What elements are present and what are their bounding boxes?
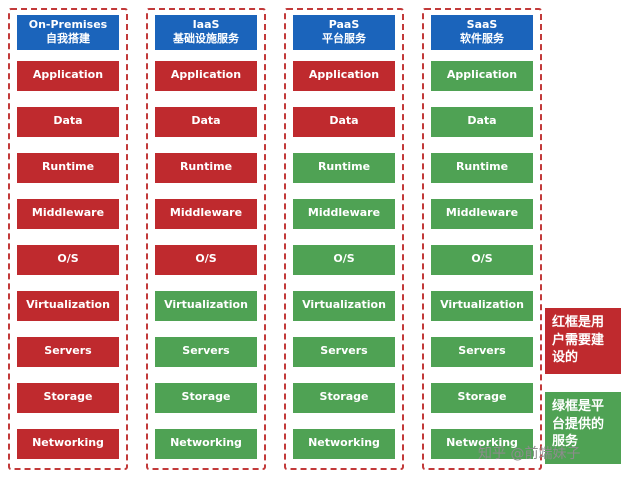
block-middleware: Middleware (431, 198, 533, 229)
legend-red-note: 红框是用户需要建设的 (545, 308, 621, 374)
block-virtualization: Virtualization (431, 290, 533, 321)
block-middleware: Middleware (17, 198, 119, 229)
block-os: O/S (155, 244, 257, 275)
block-application: Application (431, 60, 533, 91)
columns-row: On-Premises 自我搭建 Application Data Runtim… (8, 8, 542, 470)
block-virtualization: Virtualization (17, 290, 119, 321)
column-saas: SaaS 软件服务 Application Data Runtime Middl… (422, 8, 542, 470)
block-data: Data (293, 106, 395, 137)
block-data: Data (17, 106, 119, 137)
column-header-iaas: IaaS 基础设施服务 (155, 15, 257, 50)
column-title-zh: 软件服务 (460, 32, 504, 46)
block-storage: Storage (293, 382, 395, 413)
block-servers: Servers (17, 336, 119, 367)
column-title-zh: 基础设施服务 (173, 32, 239, 46)
column-header-saas: SaaS 软件服务 (431, 15, 533, 50)
block-application: Application (17, 60, 119, 91)
block-os: O/S (17, 244, 119, 275)
column-paas: PaaS 平台服务 Application Data Runtime Middl… (284, 8, 404, 470)
column-title-zh: 平台服务 (322, 32, 366, 46)
block-storage: Storage (17, 382, 119, 413)
column-title-en: On-Premises (28, 18, 108, 31)
column-header-on-premises: On-Premises 自我搭建 (17, 15, 119, 50)
block-data: Data (155, 106, 257, 137)
block-runtime: Runtime (293, 152, 395, 183)
block-middleware: Middleware (293, 198, 395, 229)
block-runtime: Runtime (155, 152, 257, 183)
block-networking: Networking (431, 428, 533, 459)
column-title-en: SaaS (466, 18, 498, 31)
block-virtualization: Virtualization (155, 290, 257, 321)
block-application: Application (293, 60, 395, 91)
block-servers: Servers (155, 336, 257, 367)
block-networking: Networking (17, 428, 119, 459)
column-title-zh: 自我搭建 (46, 32, 90, 46)
block-networking: Networking (293, 428, 395, 459)
column-header-paas: PaaS 平台服务 (293, 15, 395, 50)
block-servers: Servers (293, 336, 395, 367)
block-servers: Servers (431, 336, 533, 367)
block-os: O/S (431, 244, 533, 275)
block-virtualization: Virtualization (293, 290, 395, 321)
column-on-premises: On-Premises 自我搭建 Application Data Runtim… (8, 8, 128, 470)
column-title-en: PaaS (328, 18, 360, 31)
legend-green-note: 绿框是平台提供的服务 (545, 392, 621, 464)
column-iaas: IaaS 基础设施服务 Application Data Runtime Mid… (146, 8, 266, 470)
block-runtime: Runtime (431, 152, 533, 183)
block-data: Data (431, 106, 533, 137)
block-networking: Networking (155, 428, 257, 459)
block-os: O/S (293, 244, 395, 275)
watermark: 知乎 @前端妹子 (478, 446, 581, 462)
block-runtime: Runtime (17, 152, 119, 183)
column-title-en: IaaS (192, 18, 220, 31)
block-storage: Storage (155, 382, 257, 413)
block-storage: Storage (431, 382, 533, 413)
block-application: Application (155, 60, 257, 91)
block-middleware: Middleware (155, 198, 257, 229)
